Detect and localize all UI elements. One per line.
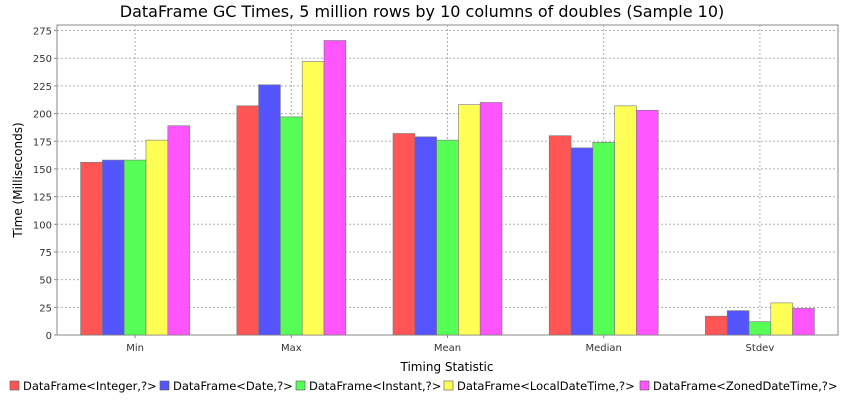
bar: [705, 315, 728, 336]
bar: [392, 133, 416, 336]
bar: [258, 84, 281, 336]
bar: [770, 302, 793, 336]
y-tick-label: 50: [39, 276, 52, 287]
y-axis: 0 25 50 75 100 125 150 175 200 225 250 275: [33, 27, 57, 342]
y-axis-label: Time (Milliseconds): [11, 122, 25, 238]
bar: [301, 61, 325, 336]
bar: [436, 139, 459, 336]
x-tick-label: Median: [586, 343, 622, 354]
bar: [102, 159, 125, 336]
x-tick-label: Mean: [434, 343, 461, 354]
bar: [323, 40, 347, 336]
legend-swatch: [639, 380, 650, 391]
x-tick-label: Stdev: [746, 343, 775, 354]
bar: [570, 147, 594, 336]
bar: [280, 116, 303, 336]
bar: [748, 321, 772, 336]
bar: [458, 104, 481, 336]
bar: [123, 159, 147, 336]
legend-label: DataFrame<Integer,?>: [23, 379, 157, 393]
legend-label: DataFrame<Date,?>: [173, 379, 293, 393]
legend: DataFrame<Integer,?> DataFrame<Date,?> Dat…: [9, 379, 838, 393]
chart-title: DataFrame GC Times, 5 million rows by 10…: [120, 2, 725, 21]
bar: [236, 105, 259, 336]
legend-label: DataFrame<LocalDateTime,?>: [457, 379, 635, 393]
x-axis-label: Timing Statistic: [400, 360, 494, 374]
legend-label: DataFrame<ZonedDateTime,?>: [653, 379, 838, 393]
y-tick-label: 175: [33, 137, 52, 148]
bar: [167, 125, 190, 336]
legend-swatch: [9, 380, 20, 391]
bar: [792, 308, 815, 336]
x-tick-label: Min: [126, 343, 144, 354]
y-tick-label: 25: [39, 303, 52, 314]
bar: [145, 139, 169, 336]
y-tick-label: 75: [39, 248, 52, 259]
y-tick-label: 150: [33, 165, 52, 176]
bar: [726, 310, 750, 336]
legend-swatch: [159, 380, 170, 391]
legend-swatch: [295, 380, 306, 391]
y-tick-label: 100: [33, 220, 52, 231]
y-tick-label: 225: [33, 82, 52, 93]
bar: [548, 135, 572, 336]
bar: [614, 105, 637, 336]
legend-swatch: [443, 380, 454, 391]
bar: [414, 136, 437, 336]
plot-area: [56, 24, 839, 336]
legend-label: DataFrame<Instant,?>: [309, 379, 441, 393]
y-tick-label: 125: [33, 193, 52, 204]
x-axis: Min Max Mean Median Stdev: [126, 335, 774, 354]
y-tick-label: 275: [33, 27, 52, 38]
y-tick-label: 250: [33, 54, 52, 65]
bar: [636, 109, 659, 336]
bar: [592, 142, 615, 336]
x-tick-label: Max: [281, 343, 302, 354]
y-tick-label: 0: [46, 331, 52, 342]
bar-series: [80, 40, 815, 336]
bar: [80, 161, 103, 336]
y-tick-label: 200: [33, 110, 52, 121]
bar: [479, 102, 503, 336]
